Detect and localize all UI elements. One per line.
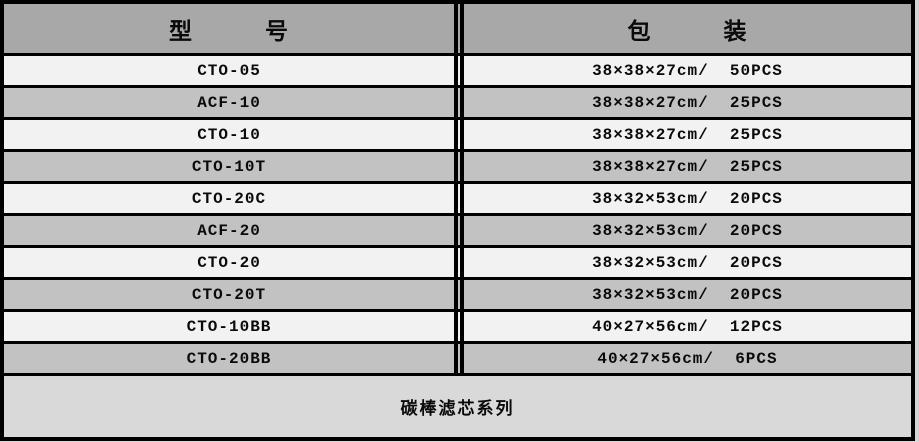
table-footer-row: 碳棒滤芯系列	[4, 376, 911, 437]
packaging-text: 38×38×27cm/ 50PCS	[592, 61, 783, 80]
table-row: CTO-20C 38×32×53cm/ 20PCS	[4, 184, 911, 216]
packaging-text: 40×27×56cm/ 6PCS	[597, 349, 778, 368]
table-row: ACF-20 38×32×53cm/ 20PCS	[4, 216, 911, 248]
model-text: CTO-05	[197, 61, 261, 80]
model-cell: CTO-20T	[4, 280, 458, 309]
model-text: ACF-10	[197, 93, 261, 112]
model-text: CTO-20	[197, 253, 261, 272]
packaging-header-label: 包 装	[627, 17, 748, 44]
model-text: CTO-10T	[191, 157, 267, 176]
packaging-cell: 38×38×27cm/ 25PCS	[460, 120, 911, 149]
column-header-packaging: 包 装	[460, 4, 911, 53]
packaging-text: 40×27×56cm/ 12PCS	[592, 317, 783, 336]
packaging-cell: 38×32×53cm/ 20PCS	[460, 248, 911, 277]
model-text: CTO-20BB	[186, 349, 272, 368]
table-body: CTO-05 38×38×27cm/ 50PCS ACF-10 38×38×27…	[4, 56, 911, 376]
packaging-cell: 38×32×53cm/ 20PCS	[460, 184, 911, 213]
model-text: ACF-20	[197, 221, 261, 240]
table-row: CTO-05 38×38×27cm/ 50PCS	[4, 56, 911, 88]
model-cell: CTO-10	[4, 120, 458, 149]
model-cell: ACF-10	[4, 88, 458, 117]
packaging-text: 38×38×27cm/ 25PCS	[592, 125, 783, 144]
packaging-text: 38×32×53cm/ 20PCS	[592, 189, 783, 208]
model-cell: CTO-10T	[4, 152, 458, 181]
table-row: CTO-20 38×32×53cm/ 20PCS	[4, 248, 911, 280]
model-cell: CTO-20	[4, 248, 458, 277]
model-text: CTO-20T	[191, 285, 267, 304]
table-row: CTO-10 38×38×27cm/ 25PCS	[4, 120, 911, 152]
packaging-text: 38×38×27cm/ 25PCS	[592, 157, 783, 176]
model-text: CTO-10BB	[186, 317, 272, 336]
packaging-cell: 40×27×56cm/ 6PCS	[460, 344, 911, 373]
table-row: CTO-10BB 40×27×56cm/ 12PCS	[4, 312, 911, 344]
packaging-cell: 40×27×56cm/ 12PCS	[460, 312, 911, 341]
packaging-cell: 38×38×27cm/ 25PCS	[460, 152, 911, 181]
packaging-text: 38×32×53cm/ 20PCS	[592, 253, 783, 272]
model-cell: CTO-10BB	[4, 312, 458, 341]
packaging-cell: 38×38×27cm/ 25PCS	[460, 88, 911, 117]
packaging-cell: 38×32×53cm/ 20PCS	[460, 280, 911, 309]
model-text: CTO-20C	[191, 189, 267, 208]
packaging-cell: 38×32×53cm/ 20PCS	[460, 216, 911, 245]
model-cell: CTO-20BB	[4, 344, 458, 373]
column-header-model: 型 号	[4, 4, 458, 53]
model-cell: CTO-05	[4, 56, 458, 85]
model-cell: ACF-20	[4, 216, 458, 245]
model-cell: CTO-20C	[4, 184, 458, 213]
model-text: CTO-10	[197, 125, 261, 144]
series-label: 碳棒滤芯系列	[400, 399, 515, 418]
table-row: ACF-10 38×38×27cm/ 25PCS	[4, 88, 911, 120]
table-row: CTO-20T 38×32×53cm/ 20PCS	[4, 280, 911, 312]
table-header-row: 型 号 包 装	[4, 4, 911, 56]
packaging-text: 38×38×27cm/ 25PCS	[592, 93, 783, 112]
packaging-cell: 38×38×27cm/ 50PCS	[460, 56, 911, 85]
packaging-text: 38×32×53cm/ 20PCS	[592, 285, 783, 304]
table-row: CTO-10T 38×38×27cm/ 25PCS	[4, 152, 911, 184]
packaging-text: 38×32×53cm/ 20PCS	[592, 221, 783, 240]
model-header-label: 型 号	[169, 17, 289, 44]
table-row: CTO-20BB 40×27×56cm/ 6PCS	[4, 344, 911, 376]
